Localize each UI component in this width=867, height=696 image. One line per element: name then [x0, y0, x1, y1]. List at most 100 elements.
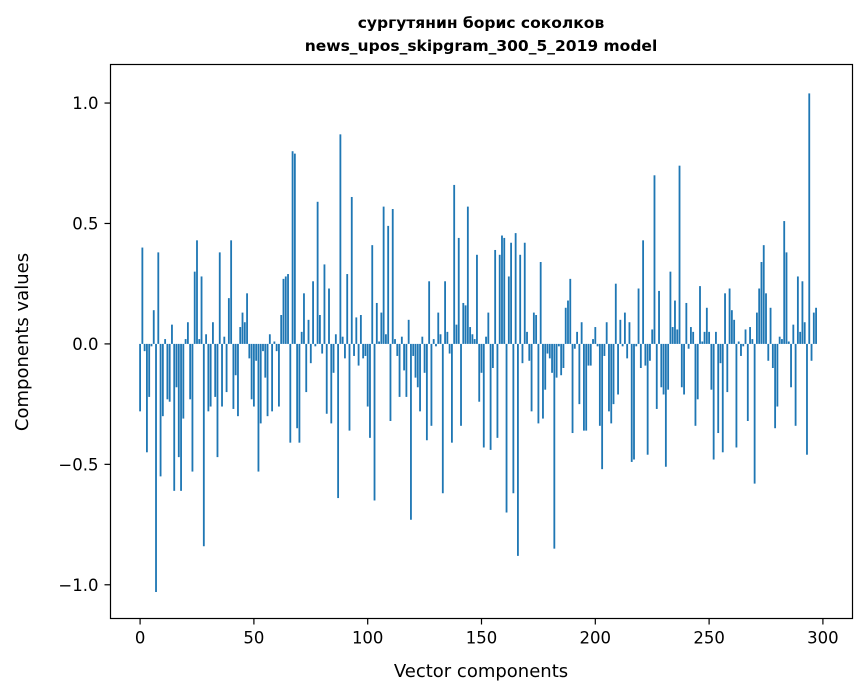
bar	[364, 343, 367, 356]
bar	[410, 343, 412, 520]
bar	[787, 341, 790, 344]
bar	[710, 343, 713, 390]
bar	[753, 343, 756, 484]
bar	[703, 331, 706, 344]
bar	[237, 343, 239, 417]
bar	[701, 341, 704, 344]
bar	[346, 274, 349, 344]
bar	[794, 343, 797, 426]
bar	[398, 343, 401, 397]
bar	[216, 343, 219, 458]
bar	[339, 134, 342, 344]
bar	[505, 343, 508, 513]
bar	[655, 343, 658, 409]
bar	[487, 312, 490, 344]
bar	[396, 343, 399, 356]
bar	[510, 242, 512, 344]
bar	[751, 339, 754, 344]
bar	[539, 262, 542, 344]
bar	[555, 343, 558, 378]
bar	[664, 343, 667, 467]
bar	[412, 343, 415, 356]
bar	[760, 262, 763, 344]
x-tick-label: 100	[352, 629, 384, 648]
bar	[546, 343, 549, 354]
bar	[689, 327, 692, 344]
bar	[466, 206, 469, 344]
bar	[583, 343, 585, 431]
bar	[548, 343, 551, 359]
bar	[234, 343, 237, 376]
bar	[596, 343, 599, 347]
bar	[416, 343, 419, 388]
bar	[491, 343, 494, 368]
bar	[792, 324, 795, 344]
bar	[303, 293, 305, 344]
bar	[810, 343, 813, 361]
plot-frame	[109, 63, 854, 620]
bar	[400, 336, 403, 344]
bar	[146, 343, 148, 453]
bar	[380, 312, 383, 344]
bar	[771, 343, 774, 368]
bar	[421, 336, 424, 344]
bar	[762, 245, 765, 344]
bar	[403, 343, 406, 371]
bar	[580, 322, 583, 344]
bar	[453, 184, 456, 344]
bar	[808, 93, 811, 344]
x-tick-label: 0	[135, 629, 146, 648]
bar	[646, 343, 649, 455]
bar	[155, 343, 157, 593]
bar	[239, 327, 242, 344]
bar	[639, 343, 642, 368]
bar	[225, 343, 228, 393]
bar	[387, 225, 390, 344]
bar	[507, 276, 510, 344]
bar	[366, 343, 369, 407]
bar	[287, 274, 289, 344]
bar	[227, 298, 230, 344]
bar	[623, 312, 626, 344]
bar	[334, 334, 337, 344]
bar	[712, 343, 715, 460]
bar	[694, 343, 697, 426]
bar	[749, 327, 751, 344]
bar	[177, 343, 180, 458]
bar	[207, 343, 210, 412]
bar	[571, 343, 574, 434]
bar	[605, 322, 608, 344]
bar	[296, 343, 299, 429]
bar	[523, 242, 526, 344]
bar	[200, 276, 203, 344]
bar	[667, 343, 670, 390]
bar	[776, 343, 779, 407]
bar	[314, 343, 317, 347]
bar	[708, 331, 711, 344]
bar	[430, 343, 433, 426]
bar	[557, 343, 560, 347]
bar	[423, 343, 426, 373]
bar	[462, 302, 465, 344]
bar	[612, 343, 615, 405]
bar	[289, 343, 292, 443]
bar	[243, 322, 246, 344]
bar	[592, 339, 594, 344]
bar	[291, 151, 294, 344]
y-tick-label: 0.0	[72, 335, 98, 354]
bar	[441, 343, 444, 494]
bar	[369, 343, 371, 438]
bar	[218, 252, 221, 344]
bar	[150, 343, 153, 347]
bar	[715, 331, 717, 344]
bar	[562, 343, 565, 368]
bar	[717, 343, 720, 434]
bar	[439, 334, 442, 344]
bar	[801, 281, 804, 344]
bar	[721, 343, 724, 453]
chart-subtitle: news_upos_skipgram_300_5_2019 model	[305, 37, 658, 55]
bar	[384, 334, 387, 344]
bar	[435, 343, 437, 347]
bar	[728, 288, 731, 344]
bar	[407, 319, 410, 344]
